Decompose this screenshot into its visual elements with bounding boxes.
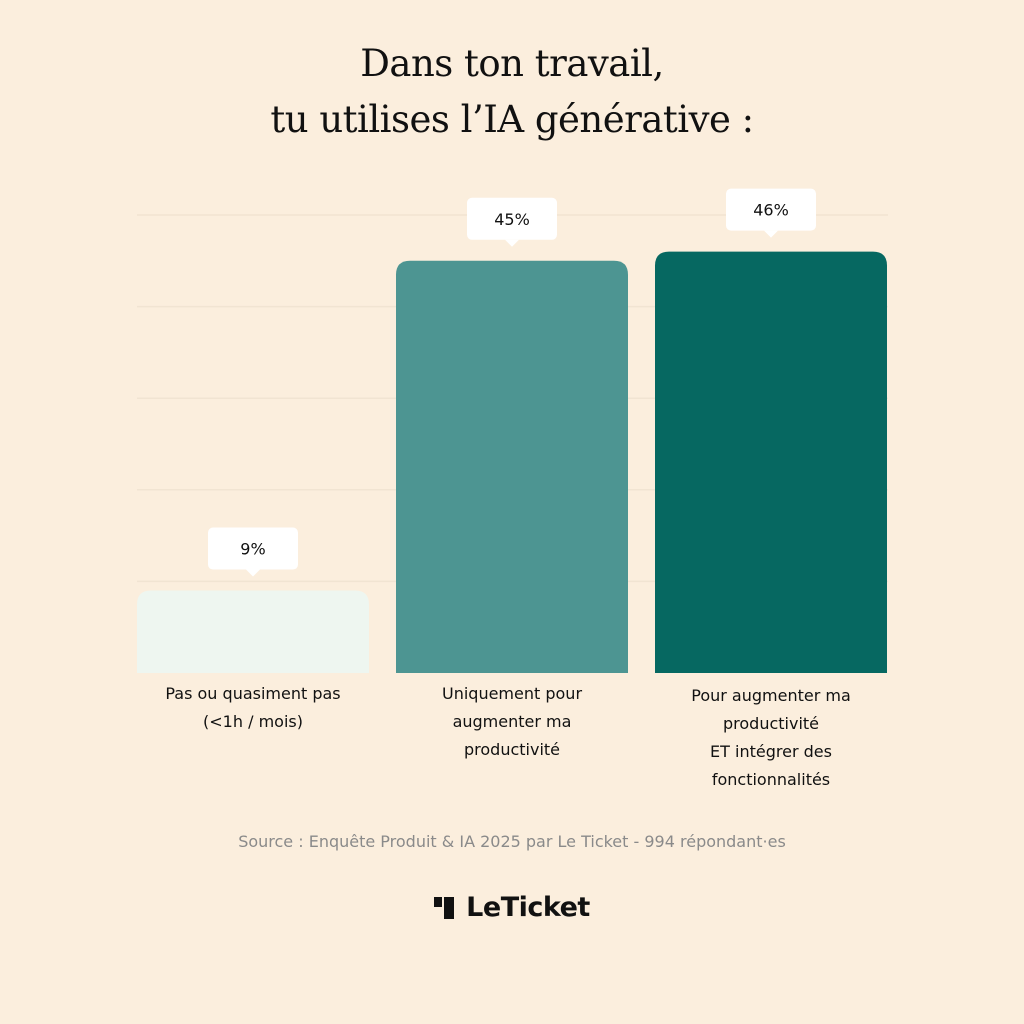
logo-mark-icon bbox=[434, 896, 456, 919]
value-label-1: 9% bbox=[240, 540, 265, 559]
bar-3 bbox=[655, 251, 887, 673]
chart-title-line-1: Dans ton travail, bbox=[360, 42, 664, 85]
category-label-line: Uniquement pour bbox=[441, 684, 583, 703]
chart-title: Dans ton travail, tu utilises l’IA génér… bbox=[0, 36, 1024, 148]
value-bubble-pointer-3 bbox=[764, 230, 778, 238]
chart-title-line-2: tu utilises l’IA générative : bbox=[270, 98, 754, 141]
value-bubble-2 bbox=[467, 197, 557, 240]
category-label-2: Uniquement pour augmenter ma productivité bbox=[386, 680, 638, 764]
category-label-line: productivité bbox=[463, 740, 560, 759]
category-label-line: augmenter ma bbox=[452, 712, 572, 731]
category-label-line: ET intégrer des bbox=[710, 742, 832, 761]
logo-text: LeTicket bbox=[466, 892, 590, 923]
category-label-3: Pour augmenter ma productivité ET intégrer… bbox=[645, 682, 897, 794]
category-label-line: Pour augmenter ma bbox=[691, 686, 851, 705]
value-bubble-pointer-1 bbox=[246, 569, 260, 577]
category-label-line: Pas ou quasiment pas bbox=[165, 684, 341, 703]
value-label-3: 46% bbox=[753, 201, 789, 220]
le-ticket-logo: LeTicket bbox=[0, 892, 1024, 923]
category-label-line: (<1h / mois) bbox=[203, 712, 303, 731]
bar-1 bbox=[137, 590, 369, 673]
category-label-1: Pas ou quasiment pas (<1h / mois) bbox=[127, 680, 379, 736]
value-bubble-pointer-2 bbox=[505, 239, 519, 247]
value-label-2: 45% bbox=[494, 210, 530, 229]
bar-2 bbox=[396, 260, 628, 673]
value-bubble-3 bbox=[726, 188, 816, 231]
source-note: Source : Enquête Produit & IA 2025 par L… bbox=[238, 832, 786, 851]
category-label-line: productivité bbox=[722, 714, 819, 733]
value-bubble-1 bbox=[208, 527, 298, 570]
category-label-line: fonctionnalités bbox=[711, 770, 831, 789]
